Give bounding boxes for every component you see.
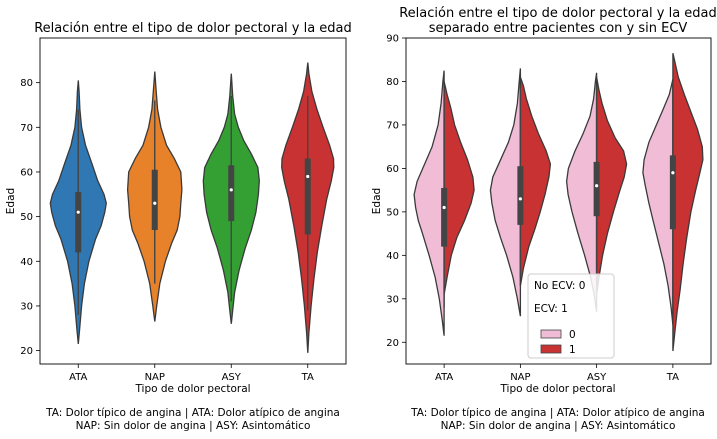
- left-ytick-label-40: 40: [20, 257, 33, 268]
- left-y-axis-label: Edad: [5, 188, 17, 214]
- left-violin-group-ta: [281, 62, 335, 353]
- left-caption-line-1: TA: Dolor típico de angina | ATA: Dolor …: [45, 407, 340, 419]
- right-ytick-label-30: 30: [386, 294, 399, 305]
- left-nap-median-dot: [153, 201, 157, 205]
- right-caption-line-2: NAP: Sin dolor de angina | ASY: Asintomá…: [441, 420, 676, 432]
- right-caption-line-1: TA: Dolor típico de angina | ATA: Dolor …: [410, 407, 705, 419]
- right-xtick-label-ata: ATA: [435, 372, 453, 383]
- right-asy-iqr-box: [593, 161, 600, 217]
- right-xtick-label-nap: NAP: [510, 372, 530, 383]
- legend-label-1: 1: [569, 344, 576, 356]
- left-ta-median-dot: [306, 174, 310, 179]
- right-x-ticks: ATA NAP ASY TA: [435, 364, 679, 383]
- left-ytick-label-70: 70: [20, 123, 33, 134]
- right-ytick-label-70: 70: [386, 120, 399, 131]
- right-x-axis-label: Tipo de dolor pectoral: [499, 383, 615, 395]
- left-x-axis-label: Tipo de dolor pectoral: [134, 383, 250, 395]
- legend-label-0: 0: [569, 329, 576, 341]
- right-asy-median-dot: [595, 184, 599, 188]
- right-y-ticks: 20 30 40 50 60 70 80 90: [386, 34, 406, 349]
- left-x-ticks: ATA NAP ASY TA: [69, 364, 314, 383]
- right-ytick-label-60: 60: [386, 164, 399, 175]
- right-violin-group-asy: [565, 72, 628, 312]
- legend: No ECV: 0 ECV: 1 0 1: [527, 273, 615, 359]
- left-nap-iqr-box: [151, 169, 158, 231]
- legend-swatch-0: [540, 329, 562, 339]
- left-ytick-label-80: 80: [20, 78, 33, 89]
- left-plot-frame: [39, 37, 347, 365]
- right-chart-title-line-1: Relación entre el tipo de dolor pectoral…: [399, 6, 717, 21]
- right-violin-nap-left-half: [489, 68, 522, 317]
- legend-note-no-ecv: No ECV: 0: [534, 280, 585, 292]
- right-ata-iqr-box: [441, 187, 448, 247]
- right-violin-group-ta: [642, 53, 704, 352]
- right-violin-ta-right-half: [672, 53, 704, 352]
- right-nap-median-dot: [518, 197, 522, 201]
- left-violins: [49, 62, 335, 353]
- left-violin-group-ata: [49, 80, 107, 344]
- left-caption-line-2: NAP: Sin dolor de angina | ASY: Asintomá…: [76, 420, 311, 432]
- left-asy-median-dot: [229, 188, 233, 192]
- right-violin-group-nap: [489, 68, 552, 317]
- right-ta-median-dot: [671, 171, 675, 175]
- right-ytick-label-80: 80: [386, 77, 399, 88]
- left-xtick-label-ata: ATA: [69, 372, 87, 383]
- right-xtick-label-asy: ASY: [587, 372, 607, 383]
- right-violin-asy-right-half: [595, 76, 628, 295]
- right-violin-nap-right-half: [519, 76, 552, 286]
- left-ytick-label-60: 60: [20, 167, 33, 178]
- legend-swatch-1: [540, 344, 562, 354]
- right-violin-group-ata: [413, 70, 475, 336]
- legend-note-ecv: ECV: 1: [534, 303, 568, 315]
- right-violin-ata-right-half: [443, 81, 475, 295]
- left-xtick-label-ta: TA: [301, 372, 314, 383]
- right-ta-iqr-box: [669, 155, 676, 230]
- left-ytick-label-30: 30: [20, 301, 33, 312]
- right-violin-ata-left-half: [413, 70, 445, 336]
- left-y-ticks: 20 30 40 50 60 70 80: [20, 78, 40, 357]
- right-y-axis-label: Edad: [371, 188, 383, 214]
- right-ytick-label-90: 90: [386, 34, 399, 45]
- right-ata-median-dot: [442, 205, 446, 210]
- right-ytick-label-20: 20: [386, 338, 399, 349]
- left-chart-title: Relación entre el tipo de dolor pectoral…: [34, 21, 352, 36]
- left-ata-iqr-box: [75, 192, 82, 253]
- right-chart: Relación entre el tipo de dolor pectoral…: [371, 6, 717, 432]
- right-violin-ta-left-half: [642, 79, 674, 325]
- left-xtick-label-nap: NAP: [145, 372, 165, 383]
- right-ytick-label-40: 40: [386, 251, 399, 262]
- left-ytick-label-50: 50: [20, 212, 33, 223]
- left-violin-group-nap: [126, 71, 183, 322]
- left-ta-iqr-box: [304, 158, 311, 235]
- right-ytick-label-50: 50: [386, 207, 399, 218]
- right-plot-frame: [405, 37, 712, 365]
- right-nap-iqr-box: [517, 166, 524, 225]
- left-xtick-label-asy: ASY: [222, 372, 242, 383]
- left-ytick-label-20: 20: [20, 346, 33, 357]
- left-violin-group-asy: [202, 73, 260, 324]
- right-xtick-label-ta: TA: [666, 372, 679, 383]
- left-ata-median-dot: [76, 210, 80, 214]
- left-chart: Relación entre el tipo de dolor pectoral…: [5, 21, 352, 432]
- right-chart-title-line-2: separado entre pacientes con y sin ECV: [429, 21, 688, 36]
- left-asy-iqr-box: [228, 165, 235, 222]
- right-violins: [413, 53, 704, 352]
